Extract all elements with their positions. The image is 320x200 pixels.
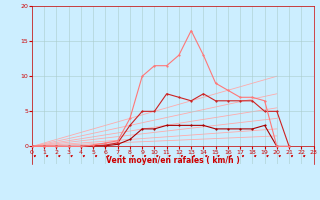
X-axis label: Vent moyen/en rafales ( km/h ): Vent moyen/en rafales ( km/h )	[106, 156, 240, 165]
